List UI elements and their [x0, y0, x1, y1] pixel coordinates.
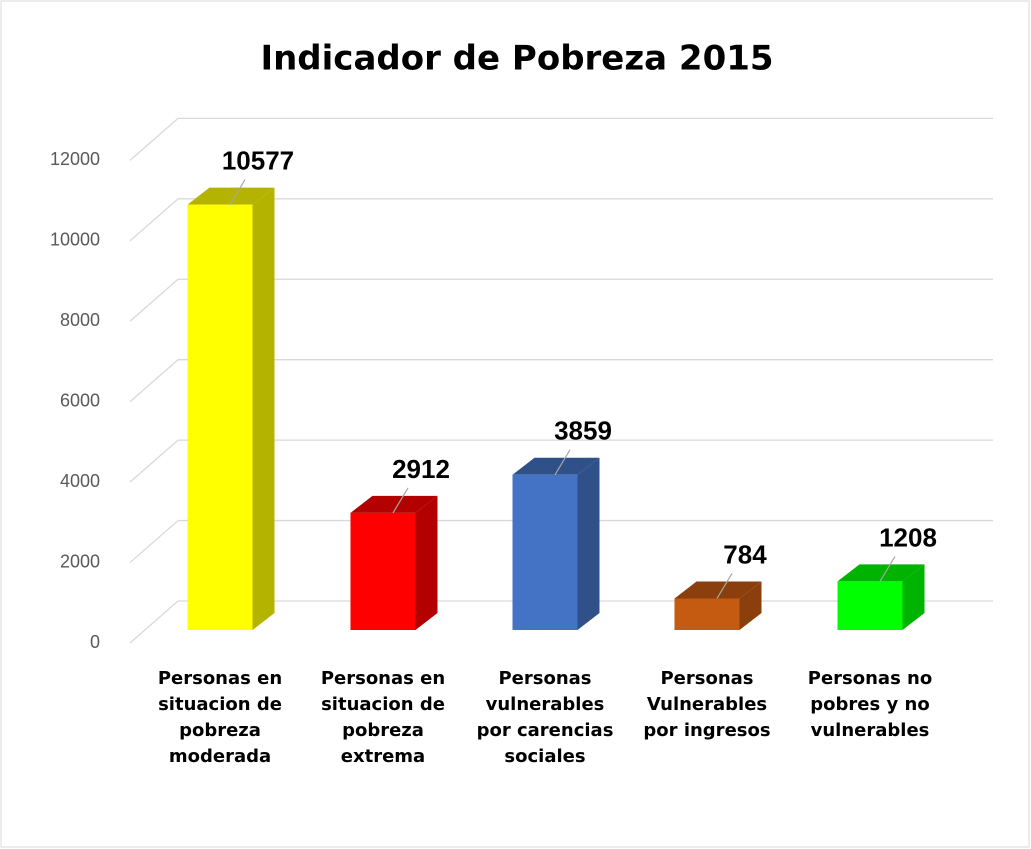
leader-line [229, 179, 246, 205]
bar-side [252, 187, 275, 631]
grid-line-side [129, 600, 179, 644]
bar [837, 564, 925, 630]
leader-line [716, 573, 733, 599]
bar [674, 581, 762, 630]
leader-line [879, 556, 896, 582]
grid-line-side [129, 278, 179, 322]
x-tick-label: Personas en situacion de pobreza extrema [320, 668, 446, 767]
value-label: 2912 [392, 454, 450, 484]
grid-line-side [129, 198, 179, 242]
value-label: 10577 [222, 146, 294, 176]
y-tick-label: 12000 [50, 149, 100, 169]
bar [187, 187, 275, 631]
x-tick-label: Personas vulnerables por carencias socia… [476, 668, 614, 767]
bar [512, 457, 600, 630]
x-tick-label: Personas no pobres y no vulnerables [807, 668, 933, 741]
grid-line-side [129, 359, 179, 403]
y-tick-label: 2000 [60, 551, 100, 571]
x-tick-label: Personas en situacion de pobreza moderad… [157, 668, 283, 767]
grid-line-side [129, 520, 179, 564]
bar-front [674, 598, 740, 630]
bar-top [512, 457, 600, 475]
leader-line [392, 487, 409, 514]
bar [350, 495, 438, 630]
bar-side [415, 495, 438, 630]
bar-top [674, 581, 762, 599]
y-tick-label: 4000 [60, 471, 100, 491]
bar-front [837, 581, 903, 630]
bar-side [739, 581, 762, 630]
bar-front [187, 204, 253, 631]
value-label: 784 [723, 539, 767, 569]
grid-line-side [129, 117, 179, 161]
y-tick-label: 10000 [50, 230, 100, 250]
y-tick-label: 6000 [60, 390, 100, 410]
bar-front [512, 474, 578, 630]
grid-line-side [129, 439, 179, 483]
bar-side [902, 564, 925, 630]
bar-front [350, 512, 416, 630]
x-tick-label: Personas Vulnerables por ingresos [643, 668, 771, 741]
value-label: 3859 [554, 416, 612, 446]
bar-top [837, 564, 925, 582]
chart-title: Indicador de Pobreza 2015 [260, 39, 773, 79]
bar-top [350, 495, 438, 513]
bar-side [577, 457, 600, 630]
bar-top [187, 187, 275, 205]
y-tick-label: 8000 [60, 310, 100, 330]
y-tick-label: 0 [90, 632, 100, 652]
leader-line [554, 449, 571, 476]
value-label: 1208 [879, 522, 937, 552]
